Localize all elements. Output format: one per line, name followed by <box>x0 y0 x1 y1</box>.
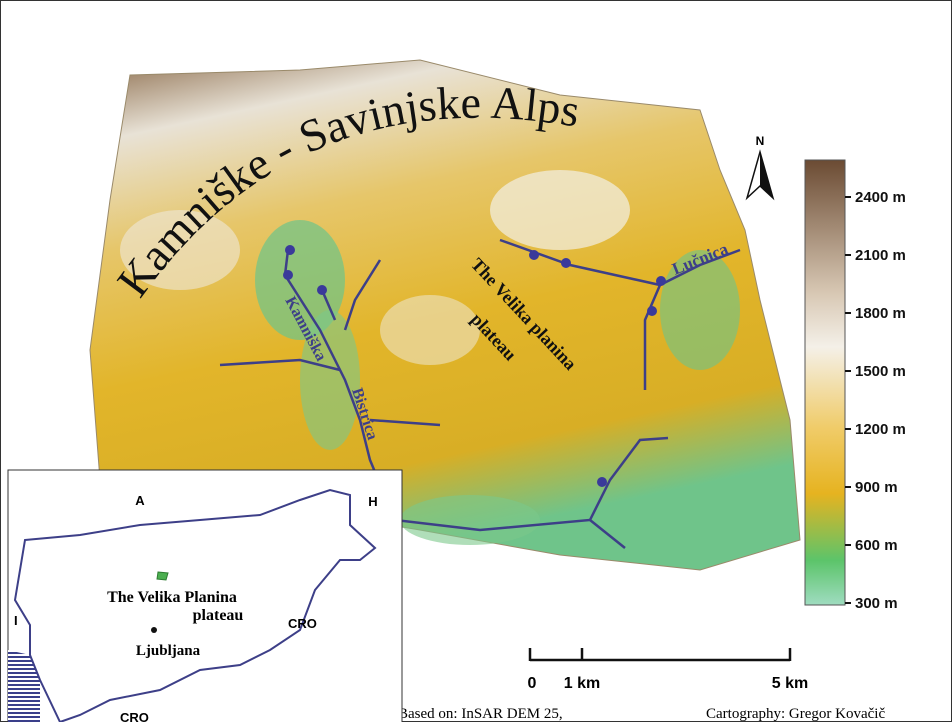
legend-label: 1800 m <box>855 305 906 322</box>
inset-map <box>7 469 403 722</box>
scale-bar <box>528 648 792 662</box>
springs <box>283 245 666 487</box>
legend-label: 1500 m <box>855 363 906 380</box>
inset-label: plateau <box>193 607 244 624</box>
inset-label: A <box>135 493 145 508</box>
legend-label: 2100 m <box>855 247 906 264</box>
scale-label: 1 km <box>564 675 600 692</box>
inset-label: CRO <box>120 710 149 722</box>
inset-label: The Velika Planina <box>107 589 237 606</box>
north-arrow <box>760 152 773 198</box>
legend-label: 900 m <box>855 479 898 496</box>
legend-labels: 2400 m 2100 m 1800 m 1500 m 1200 m 900 m 600 m… <box>845 189 906 612</box>
legend-label: 1200 m <box>855 421 906 438</box>
terrain <box>89 59 801 571</box>
scale-label: 5 km <box>772 675 808 692</box>
legend-label: 600 m <box>855 537 898 554</box>
credit-source: Based on: InSAR DEM 25, <box>398 706 563 722</box>
inset-label: I <box>14 613 18 628</box>
scale-label: 0 <box>528 675 537 692</box>
inset-label: H <box>368 494 377 509</box>
inset-label: CRO <box>288 616 317 631</box>
legend-label: 300 m <box>855 595 898 612</box>
elevation-legend <box>804 159 846 606</box>
credit-author: Cartography: Gregor Kovačič <box>706 706 885 722</box>
inset-label: Ljubljana <box>136 643 201 659</box>
north-label: N <box>756 134 765 148</box>
legend-label: 2400 m <box>855 189 906 206</box>
